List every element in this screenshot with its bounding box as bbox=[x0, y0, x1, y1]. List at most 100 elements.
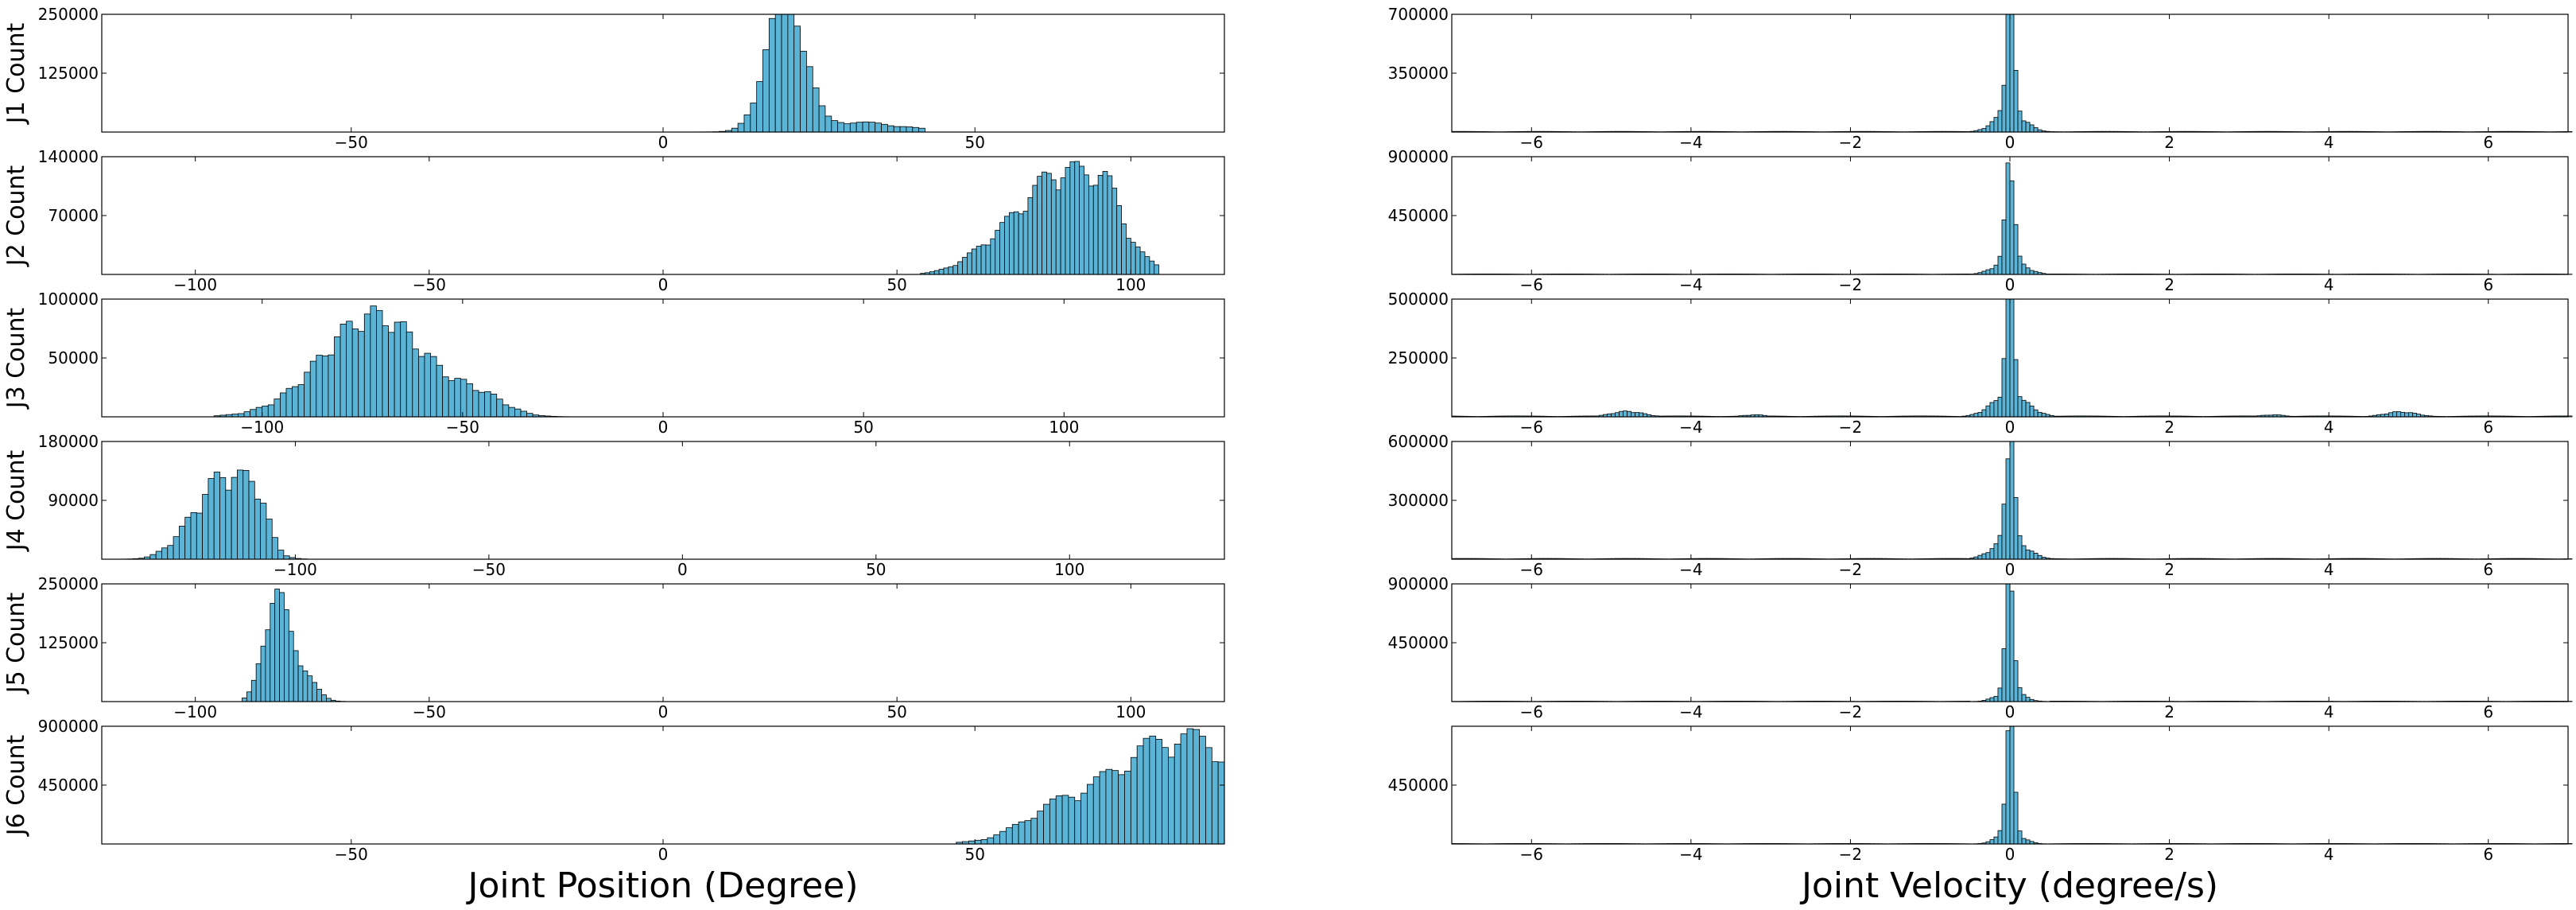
x-tick-label: −2 bbox=[1839, 845, 1862, 864]
x-tick-label: 0 bbox=[2005, 845, 2015, 864]
histogram-bar bbox=[219, 476, 227, 560]
histogram-bar bbox=[514, 408, 522, 418]
histogram-bar bbox=[1065, 167, 1071, 275]
histogram-bar bbox=[1105, 768, 1113, 845]
y-axis-label: J2 Count bbox=[2, 165, 30, 267]
histogram-bar bbox=[267, 404, 275, 418]
histogram-bar bbox=[1080, 792, 1088, 845]
x-tick-label: 100 bbox=[1115, 702, 1146, 721]
histogram-bar bbox=[260, 645, 266, 702]
histogram-bar bbox=[1068, 796, 1076, 845]
histogram-bar bbox=[2017, 255, 2023, 275]
histogram-bar bbox=[1088, 185, 1094, 275]
histogram-bar bbox=[1069, 161, 1076, 275]
histogram-bar bbox=[246, 691, 252, 702]
x-tick-label: 6 bbox=[2483, 560, 2493, 579]
histogram-bar bbox=[844, 123, 851, 133]
histogram-bar bbox=[1079, 165, 1084, 275]
histogram-bar bbox=[1032, 185, 1038, 275]
x-tick-label: 50 bbox=[866, 560, 886, 579]
histogram-bar bbox=[2037, 411, 2043, 418]
histogram-bar bbox=[1615, 412, 1620, 418]
y-tick-label: 70000 bbox=[48, 206, 99, 225]
histogram-bar bbox=[2017, 687, 2023, 702]
histogram-bars bbox=[687, 14, 925, 133]
histogram-panel-12: −6 −4 −2 0 2 4 6 450000 bbox=[1388, 725, 2573, 864]
histogram-bar bbox=[161, 547, 169, 560]
histogram-bar bbox=[270, 603, 276, 702]
x-tick-label: 6 bbox=[2483, 133, 2493, 152]
histogram-bar bbox=[933, 270, 940, 275]
histogram-bar bbox=[2013, 497, 2019, 560]
histogram-bar bbox=[436, 364, 444, 418]
histogram-bar bbox=[974, 839, 982, 845]
x-tick-label: −4 bbox=[1679, 845, 1702, 864]
histogram-bar bbox=[1973, 413, 1979, 418]
histogram-bar bbox=[321, 356, 329, 418]
histogram-bar bbox=[243, 411, 250, 418]
histogram-bar bbox=[1111, 770, 1119, 845]
x-tick-label: 50 bbox=[853, 418, 873, 437]
x-tick-label: 4 bbox=[2324, 133, 2334, 152]
histogram-bars bbox=[1451, 441, 2573, 560]
histogram-bar bbox=[967, 252, 972, 275]
histogram-bar bbox=[1049, 798, 1057, 845]
histogram-bar bbox=[1162, 747, 1169, 845]
histogram-bar bbox=[990, 238, 996, 275]
histogram-bar bbox=[1623, 410, 1628, 418]
histogram-bar bbox=[1011, 823, 1019, 845]
histogram-bar bbox=[1989, 121, 1995, 133]
histogram-bar bbox=[2001, 504, 2007, 560]
histogram-bar bbox=[1977, 412, 1983, 418]
histogram-bars bbox=[1451, 298, 2573, 418]
histogram-bars bbox=[1451, 583, 2573, 702]
histogram-bar bbox=[292, 386, 299, 418]
histogram-bar bbox=[1989, 548, 1995, 560]
histogram-bar bbox=[1121, 223, 1127, 275]
histogram-bar bbox=[912, 126, 920, 133]
histogram-bar bbox=[1981, 270, 1987, 275]
histogram-bar bbox=[1154, 264, 1160, 275]
x-tick-label: 50 bbox=[964, 845, 984, 864]
x-tick-label: 50 bbox=[964, 133, 984, 152]
histogram-bar bbox=[980, 244, 987, 275]
histogram-bar bbox=[976, 246, 982, 275]
histogram-bar bbox=[2041, 413, 2046, 418]
histogram-bar bbox=[1027, 197, 1034, 275]
y-tick-label: 900000 bbox=[1388, 574, 1449, 593]
histogram-bar bbox=[2009, 14, 2015, 133]
histogram-bar bbox=[208, 478, 215, 560]
histogram-bar bbox=[2399, 411, 2405, 418]
x-tick-label: 0 bbox=[2005, 275, 2015, 294]
histogram-bar bbox=[370, 305, 377, 418]
x-tick-label: −6 bbox=[1520, 418, 1543, 437]
histogram-bar bbox=[1018, 213, 1024, 275]
histogram-bar bbox=[2001, 648, 2007, 702]
histogram-bar bbox=[328, 354, 335, 418]
histogram-bar bbox=[213, 471, 220, 560]
histogram-bar bbox=[2005, 458, 2011, 560]
histogram-bar bbox=[881, 123, 888, 133]
histogram-bar bbox=[1985, 125, 1991, 133]
histogram-bar bbox=[1092, 185, 1099, 275]
histogram-bar bbox=[1124, 770, 1131, 845]
histogram-bar bbox=[995, 230, 1001, 275]
histogram-bar bbox=[2037, 554, 2043, 560]
histogram-bar bbox=[781, 14, 789, 133]
histogram-bar bbox=[1107, 175, 1113, 275]
histogram-bar bbox=[490, 394, 498, 418]
histogram-bar bbox=[2005, 583, 2011, 702]
histogram-bar bbox=[285, 387, 293, 418]
x-tick-label: −6 bbox=[1520, 702, 1543, 721]
x-tick-label: −100 bbox=[240, 418, 284, 437]
x-tick-label: 100 bbox=[1054, 560, 1084, 579]
x-tick-label: −50 bbox=[413, 702, 446, 721]
y-tick-label: 350000 bbox=[1388, 64, 1449, 83]
y-tick-label: 90000 bbox=[48, 491, 99, 510]
histogram-bar bbox=[1997, 535, 2003, 560]
histogram-bar bbox=[250, 409, 257, 418]
x-tick-label: 0 bbox=[677, 560, 688, 579]
histogram-bar bbox=[400, 321, 407, 418]
histogram-panel-4: −6 −4 −2 0 2 4 6 450000 900000 bbox=[1388, 147, 2573, 294]
